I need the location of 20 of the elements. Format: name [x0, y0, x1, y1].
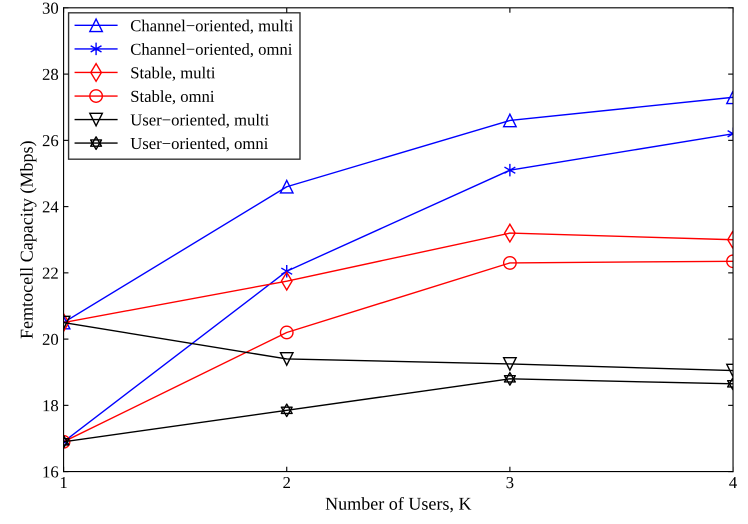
x-tick-label: 1	[60, 477, 67, 488]
y-tick-label: 20	[42, 334, 58, 346]
x-axis-title: Number of Users, K	[326, 496, 472, 512]
y-tick-label: 28	[42, 68, 58, 80]
y-tick-label: 16	[44, 466, 58, 478]
legend-label: Channel−oriented, omni	[130, 43, 292, 58]
y-axis-title: Femtocell Capacity (Mbps)	[20, 141, 36, 338]
x-tick-label: 4	[729, 477, 737, 488]
legend-label: Stable, omni	[131, 90, 214, 104]
x-tick-label: 2	[283, 476, 290, 488]
legend-label: User−oriented, multi	[130, 114, 269, 128]
y-tick-label: 26	[42, 135, 58, 146]
legend-label: Stable, multi	[131, 66, 216, 81]
y-tick-label: 30	[42, 2, 58, 14]
x-tick-label: 3	[506, 476, 514, 488]
y-tick-label: 24	[42, 201, 58, 212]
legend-label: Channel−oriented, multi	[130, 20, 293, 34]
legend-label: User−oriented, omni	[130, 137, 268, 152]
y-tick-label: 18	[44, 400, 58, 412]
y-tick-label: 22	[42, 268, 58, 279]
